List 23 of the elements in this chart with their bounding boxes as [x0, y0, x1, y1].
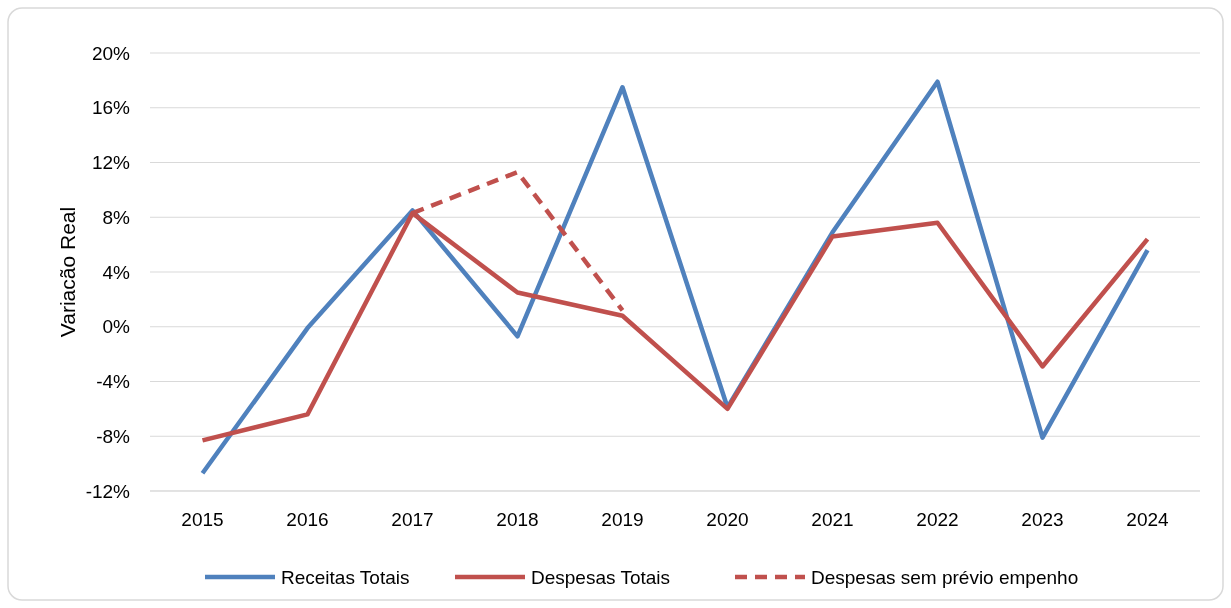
x-tick-label: 2015 [181, 509, 224, 530]
x-tick-label: 2024 [1126, 509, 1170, 530]
x-tick-label: 2021 [811, 509, 854, 530]
x-tick-label: 2020 [706, 509, 749, 530]
legend-label: Receitas Totais [281, 566, 410, 588]
y-tick-label: 4% [102, 261, 131, 283]
x-tick-label: 2018 [496, 509, 539, 530]
y-tick-label: -4% [96, 371, 131, 393]
x-tick-label: 2019 [601, 509, 644, 530]
x-tick-label: 2017 [391, 509, 434, 530]
y-tick-label: 16% [91, 97, 131, 119]
y-tick-label: 12% [91, 152, 131, 174]
y-tick-label: 20% [91, 42, 131, 64]
y-tick-label: -8% [96, 425, 131, 447]
y-tick-label: 0% [102, 316, 131, 338]
legend-label: Despesas Totais [531, 566, 671, 588]
y-axis-title: Variacão Real [56, 206, 79, 338]
x-tick-label: 2023 [1021, 509, 1064, 530]
y-tick-label: 8% [102, 206, 131, 228]
x-tick-label: 2016 [286, 509, 329, 530]
legend-label: Despesas sem prévio empenho [811, 566, 1079, 588]
y-tick-label: -12% [85, 480, 131, 502]
x-tick-label: 2022 [916, 509, 959, 530]
